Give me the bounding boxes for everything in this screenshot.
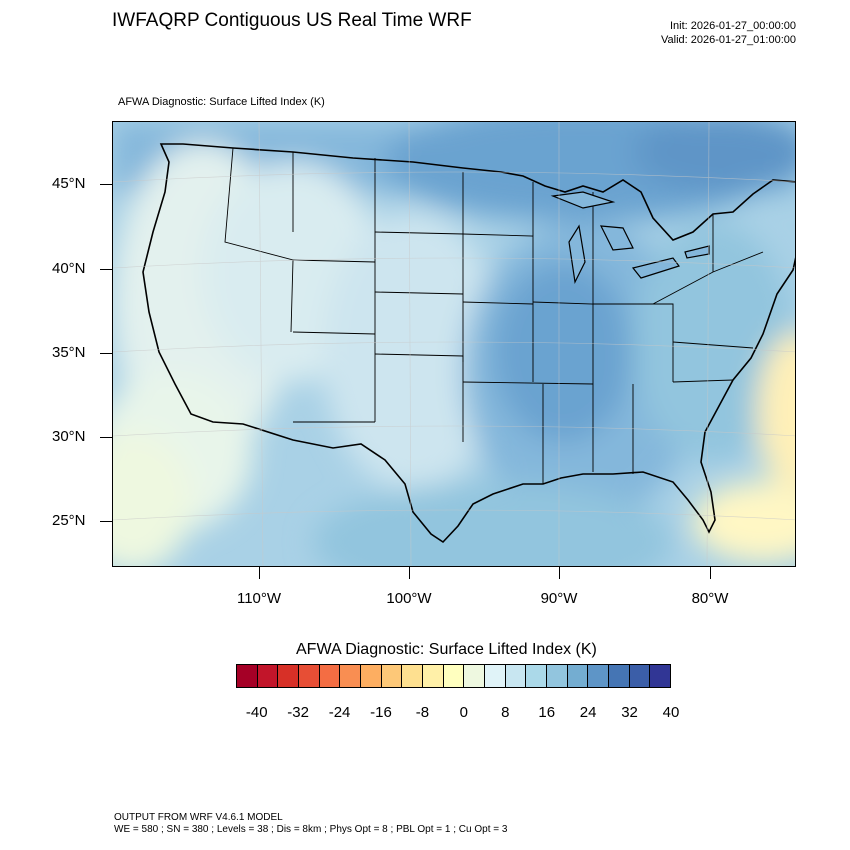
- lon-label-100: 100°W: [386, 590, 432, 607]
- init-time: Init: 2026-01-27_00:00:00: [670, 20, 796, 32]
- lon-tick: [559, 567, 560, 579]
- colorbar-swatch: [299, 665, 320, 687]
- page-title: IWFAQRP Contiguous US Real Time WRF: [112, 10, 472, 31]
- colorbar-swatch: [340, 665, 362, 687]
- colorbar-swatch: [505, 665, 527, 687]
- colorbar-swatch: [361, 665, 382, 687]
- colorbar-label: 40: [662, 704, 680, 721]
- lon-label-90: 90°W: [540, 590, 578, 607]
- colorbar-label: 8: [501, 704, 510, 721]
- lon-tick: [259, 567, 260, 579]
- lat-label-30: 30°N: [52, 428, 86, 445]
- colorbar-swatch: [609, 665, 630, 687]
- graticule: [113, 122, 795, 566]
- colorbar-label: 24: [579, 704, 597, 721]
- us-outline: [142, 143, 795, 544]
- lat-tick: [100, 353, 112, 354]
- lon-tick: [710, 567, 711, 579]
- colorbar-swatch: [443, 665, 465, 687]
- footer-model: OUTPUT FROM WRF V4.6.1 MODEL: [114, 812, 283, 823]
- lat-label-40: 40°N: [52, 260, 86, 277]
- map-subtitle: AFWA Diagnostic: Surface Lifted Index (K…: [118, 96, 325, 108]
- colorbar-label: -8: [415, 704, 430, 721]
- great-lakes: [550, 191, 710, 284]
- footer-config: WE = 580 ; SN = 380 ; Levels = 38 ; Dis …: [114, 824, 508, 835]
- colorbar-swatch: [464, 665, 486, 687]
- lon-label-80: 80°W: [691, 590, 729, 607]
- colorbar-label: -16: [370, 704, 392, 721]
- lat-tick: [100, 437, 112, 438]
- colorbar-swatch: [650, 665, 671, 687]
- lat-label-35: 35°N: [52, 344, 86, 361]
- colorbar-label: -24: [328, 704, 351, 721]
- colorbar-label: 32: [621, 704, 638, 721]
- lat-tick: [100, 184, 112, 185]
- map-panel: [112, 121, 796, 567]
- lon-label-110: 110°W: [236, 590, 282, 607]
- colorbar-label: 0: [459, 704, 469, 721]
- colorbar-swatch: [547, 665, 568, 687]
- colorbar-swatch: [588, 665, 610, 687]
- lat-label-45: 45°N: [52, 175, 86, 192]
- colorbar-swatch: [402, 665, 424, 687]
- colorbar-swatch: [423, 665, 444, 687]
- colorbar-title: AFWA Diagnostic: Surface Lifted Index (K…: [296, 641, 597, 658]
- colorbar-label: -32: [287, 704, 309, 721]
- colorbar-swatch: [381, 665, 403, 687]
- colorbar-label: 16: [538, 704, 556, 721]
- colorbar: [236, 664, 671, 688]
- lat-tick: [100, 521, 112, 522]
- colorbar-swatch: [567, 665, 589, 687]
- lifted-index-field: [113, 122, 795, 566]
- colorbar-swatch: [319, 665, 341, 687]
- colorbar-label: -40: [245, 704, 268, 721]
- colorbar-swatch: [278, 665, 300, 687]
- valid-time: Valid: 2026-01-27_01:00:00: [661, 34, 796, 46]
- map-svg: [113, 122, 795, 566]
- colorbar-swatch: [257, 665, 279, 687]
- lat-label-25: 25°N: [52, 512, 86, 529]
- lat-tick: [100, 269, 112, 270]
- colorbar-swatch: [485, 665, 506, 687]
- colorbar-swatch: [526, 665, 548, 687]
- state-boundaries: [224, 147, 764, 484]
- colorbar-swatch: [629, 665, 651, 687]
- lon-tick: [409, 567, 410, 579]
- colorbar-swatch: [237, 665, 258, 687]
